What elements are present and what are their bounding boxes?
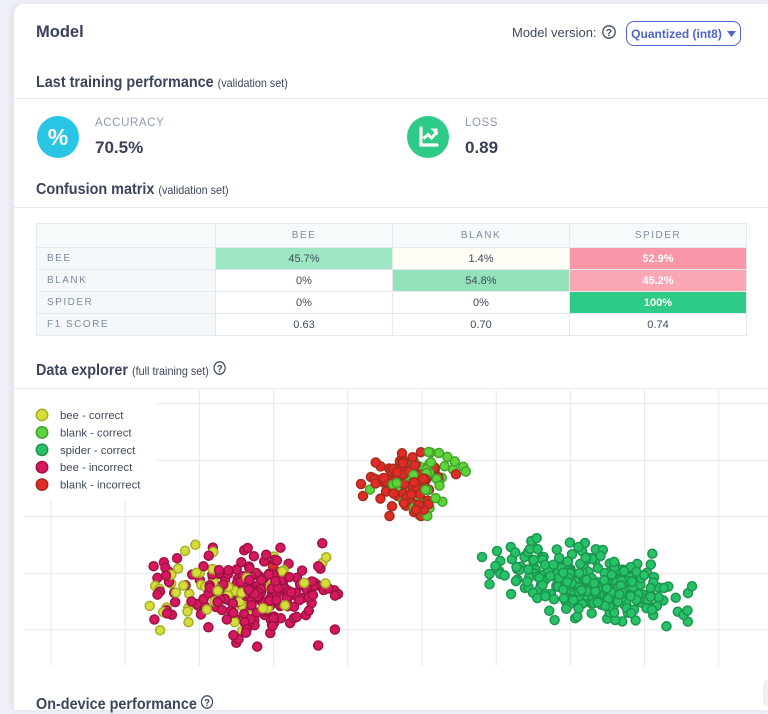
svg-text:blank - incorrect: blank - incorrect [60, 480, 141, 492]
svg-text:spider - correct: spider - correct [60, 445, 136, 457]
svg-text:?: ? [216, 363, 222, 375]
svg-text:blank - correct: blank - correct [60, 427, 132, 439]
svg-text:bee - incorrect: bee - incorrect [60, 462, 133, 474]
svg-text:?: ? [606, 27, 612, 39]
svg-text:?: ? [204, 697, 210, 709]
svg-text:%: % [48, 124, 68, 150]
svg-text:bee - correct: bee - correct [60, 410, 124, 422]
